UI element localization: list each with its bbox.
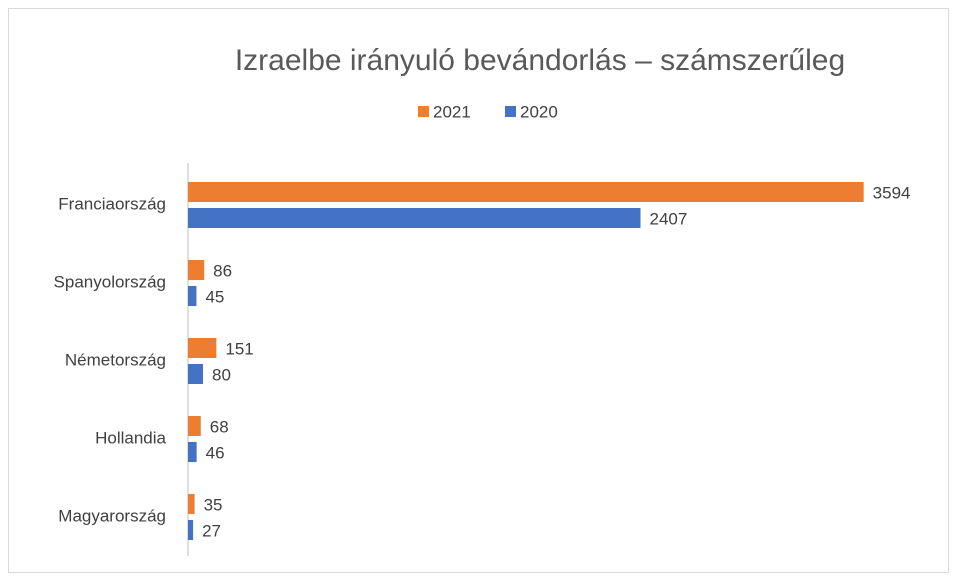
chart-title: Izraelbe irányuló bevándorlás – számszer… [235,44,845,77]
y-tick-label: Spanyolország [54,272,166,291]
data-label: 86 [213,261,232,280]
chart-border [8,8,949,573]
data-label: 35 [204,495,223,514]
y-tick-label: Franciaország [58,194,166,213]
bar [188,338,217,358]
y-tick-label: Magyarország [58,506,166,525]
legend-label: 2021 [433,102,471,121]
legend-swatch [505,106,516,117]
bar [188,494,195,514]
data-label: 2407 [650,209,688,228]
data-label: 151 [225,339,253,358]
data-label: 80 [212,365,231,384]
bar [188,364,204,384]
bar [188,208,641,228]
bar [188,520,194,540]
y-tick-label: Németország [65,350,166,369]
bar [188,442,197,462]
data-label: 3594 [873,183,911,202]
bar [188,182,864,202]
data-label: 68 [210,417,229,436]
data-label: 27 [202,521,221,540]
legend-label: 2020 [520,102,558,121]
bar [188,286,197,306]
bar [188,416,201,436]
data-label: 45 [205,287,224,306]
bar [188,260,205,280]
legend-swatch [418,106,429,117]
data-label: 46 [206,443,225,462]
y-tick-label: Hollandia [95,428,166,447]
